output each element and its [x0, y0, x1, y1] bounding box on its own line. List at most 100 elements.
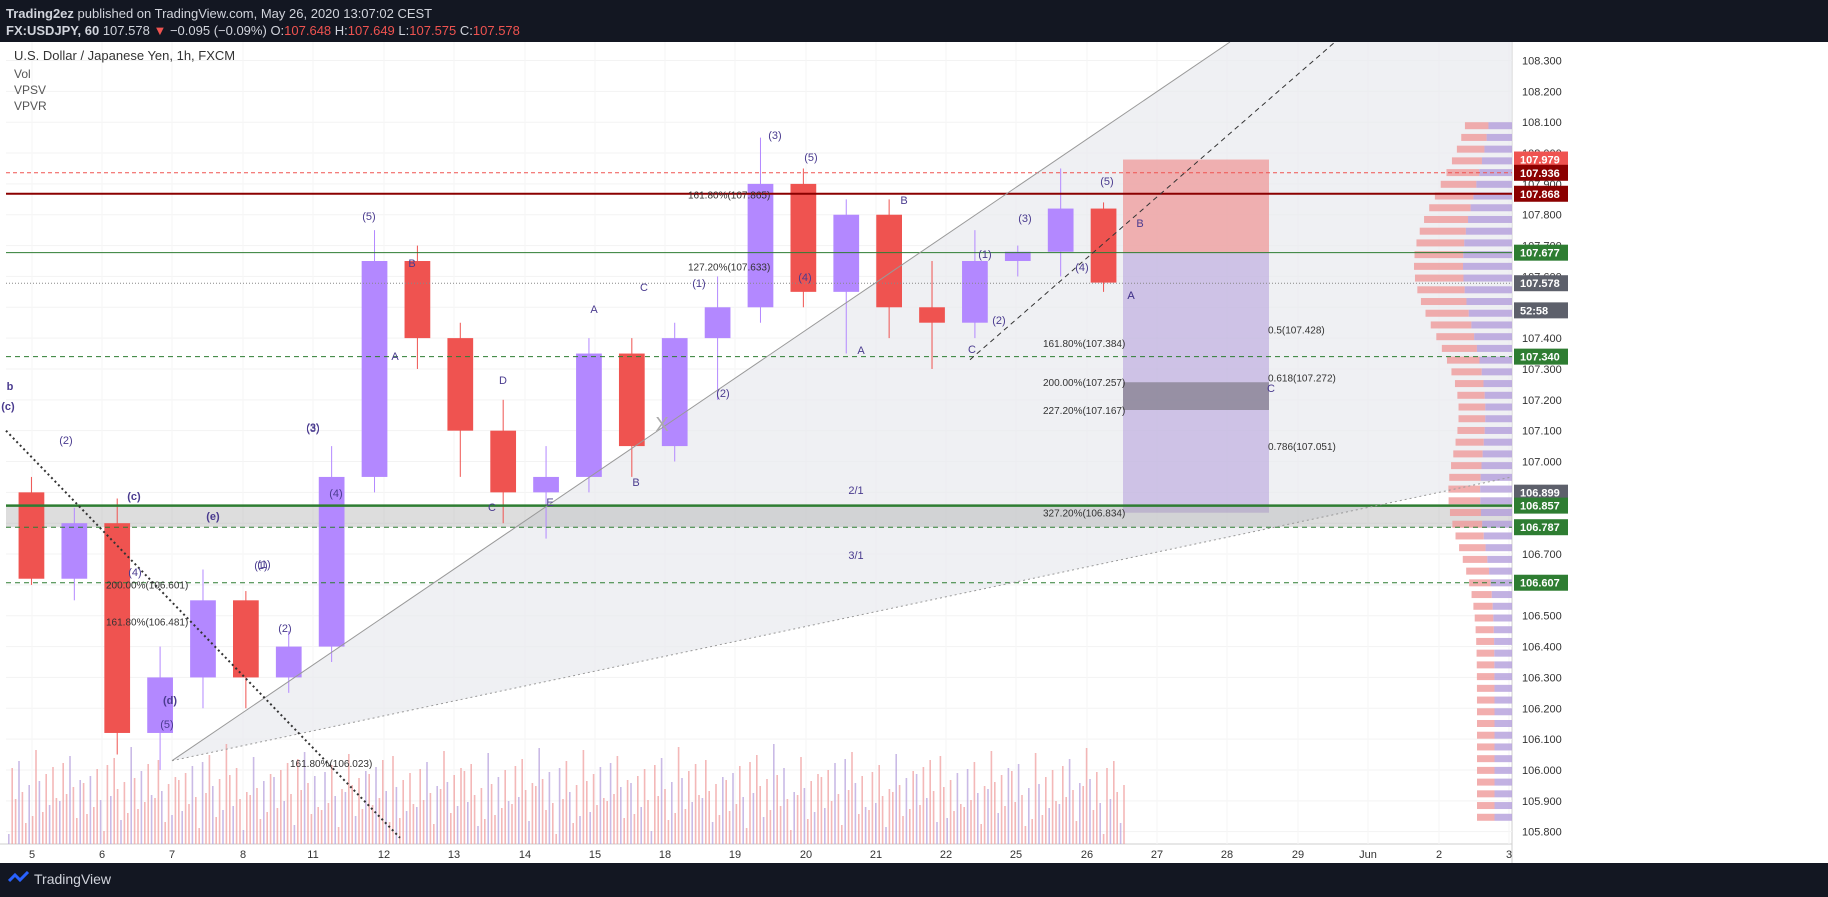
candle-body[interactable] — [704, 307, 731, 339]
price-badge[interactable] — [1514, 497, 1568, 514]
price-badge[interactable] — [1514, 185, 1568, 202]
volume-bar — [973, 762, 976, 844]
candle-body[interactable] — [1090, 208, 1117, 283]
volume-bar — [409, 773, 411, 844]
price-badge[interactable] — [1514, 164, 1568, 181]
candle-body[interactable] — [618, 353, 645, 447]
candle-body[interactable] — [876, 214, 902, 308]
vpvr-bar-down — [1414, 251, 1464, 259]
vpvr-bar-up — [1468, 215, 1512, 223]
footer-brand[interactable]: TradingView — [34, 871, 112, 887]
volume-bar — [501, 808, 503, 844]
candle-body[interactable] — [533, 476, 559, 493]
candle-body[interactable] — [490, 430, 517, 493]
volume-bar — [167, 784, 170, 844]
vpvr-bar-up — [1463, 274, 1512, 282]
price-badge[interactable] — [1514, 275, 1568, 292]
price-badge[interactable] — [1514, 244, 1568, 261]
trendline-lower[interactable] — [171, 476, 1513, 762]
volume-bar — [518, 797, 520, 844]
candle-body[interactable] — [833, 214, 860, 292]
fib-level-label: 0.5(107.428) — [1268, 325, 1325, 336]
wave-label: C — [640, 282, 648, 294]
volume-bar — [541, 779, 544, 844]
volume-bar — [684, 809, 687, 844]
candle-body[interactable] — [447, 338, 474, 431]
vpvr-bar-up — [1476, 180, 1512, 188]
candle-body[interactable] — [1004, 251, 1031, 262]
volume-bar — [1004, 806, 1006, 844]
candle-body[interactable] — [275, 646, 302, 678]
candle-body[interactable] — [233, 600, 259, 678]
low-label: L: — [398, 23, 410, 38]
candle-body[interactable] — [790, 183, 817, 292]
chart-svg[interactable]: 161.80%(107.865) 127.20%(107.633) 200.00%(… — [0, 41, 1828, 863]
vpvr-bar-up — [1483, 380, 1512, 388]
volume-bar — [1109, 799, 1112, 844]
candle-body[interactable] — [147, 677, 173, 733]
volume-bar — [786, 799, 789, 844]
candle-body[interactable] — [1047, 208, 1074, 252]
price-badge[interactable] — [1514, 348, 1568, 365]
legend-vpvr[interactable]: VPVR — [14, 99, 47, 113]
volume-bar — [830, 801, 833, 844]
vpvr-bar-up — [1468, 309, 1512, 317]
fib-level-label: 161.80%(106.023) — [290, 759, 372, 770]
volume-bar — [184, 773, 187, 844]
candle-body[interactable] — [404, 261, 431, 339]
volume-bar — [239, 799, 241, 844]
price-badge[interactable] — [1514, 519, 1568, 536]
vpvr-bar-down — [1425, 309, 1469, 317]
candle-body[interactable] — [61, 523, 88, 579]
volume-bar — [871, 772, 874, 844]
volume-bar — [1034, 753, 1037, 844]
volume-bar — [1021, 795, 1023, 844]
chart-area[interactable]: 161.80%(107.865) 127.20%(107.633) 200.00%(… — [0, 41, 1828, 874]
price-badge[interactable] — [1514, 574, 1568, 591]
vpvr-bar-down — [1476, 743, 1495, 751]
volume-bar — [565, 761, 568, 844]
candle-body[interactable] — [661, 338, 688, 447]
volume-bar — [392, 756, 394, 844]
fib-level-label: 161.80%(106.481) — [106, 618, 188, 629]
price-badge-label: 107.578 — [1520, 278, 1560, 290]
volume-bar — [776, 775, 778, 844]
fib-level-label: 0.786(107.051) — [1268, 442, 1336, 453]
price-badge[interactable] — [1514, 302, 1568, 319]
candle-body[interactable] — [361, 261, 388, 477]
volume-bar — [378, 798, 381, 844]
candle-body[interactable] — [919, 307, 945, 323]
volume-bar — [881, 796, 884, 844]
wave-label: X — [655, 414, 668, 436]
volume-bar — [269, 774, 272, 844]
volume-bar — [1028, 788, 1030, 844]
vpvr-bar-up — [1494, 766, 1512, 774]
volume-bar — [773, 744, 775, 844]
candle-body[interactable] — [962, 261, 988, 323]
candle-body[interactable] — [104, 523, 131, 733]
price-badge[interactable] — [1514, 484, 1568, 501]
candle-body[interactable] — [747, 183, 774, 308]
volume-bar — [987, 789, 989, 844]
legend-vpsv[interactable]: VPSV — [14, 83, 46, 97]
volume-bar — [949, 780, 952, 844]
trendline-main[interactable] — [171, 41, 1231, 762]
vpvr-bar-down — [1414, 262, 1464, 270]
publisher-name[interactable]: Trading2ez — [6, 6, 74, 21]
vpvr-bar-down — [1456, 145, 1485, 153]
volume-bar — [1102, 834, 1105, 844]
volume-bar — [443, 751, 445, 844]
x-tick-label: Jun — [1359, 849, 1377, 861]
candle-body[interactable] — [318, 476, 345, 647]
candle-body[interactable] — [190, 600, 216, 678]
volume-bar — [1123, 785, 1125, 844]
price-badge-label: 107.340 — [1520, 352, 1560, 364]
price-badge[interactable] — [1514, 151, 1568, 168]
candle-body[interactable] — [576, 353, 602, 477]
change-down-icon: ▼ — [153, 23, 167, 38]
volume-bar — [929, 760, 931, 844]
volume-bar — [256, 788, 258, 844]
vpvr-bar-up — [1489, 567, 1512, 575]
legend-vol[interactable]: Vol — [14, 67, 31, 81]
y-tick-label: 106.700 — [1522, 549, 1562, 561]
